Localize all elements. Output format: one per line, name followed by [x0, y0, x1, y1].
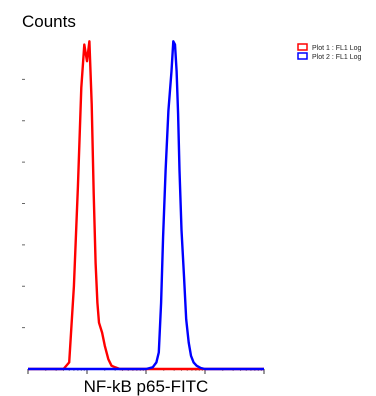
- x-axis-label: NF-kB p65-FITC: [84, 377, 209, 396]
- legend-label-1: Plot 1 : FL1 Log: [312, 45, 362, 52]
- legend-label-2: Plot 2 : FL1 Log: [312, 54, 362, 61]
- axes: [22, 78, 265, 374]
- legend: Plot 1 : FL1 Log Plot 2 : FL1 Log: [297, 43, 362, 61]
- legend-swatch-1: [297, 43, 308, 51]
- series-layer: [28, 40, 264, 371]
- series-line-2: [28, 40, 264, 371]
- series-line-1: [28, 40, 264, 371]
- y-axis-label: Counts: [22, 12, 76, 31]
- legend-swatch-2: [297, 52, 308, 60]
